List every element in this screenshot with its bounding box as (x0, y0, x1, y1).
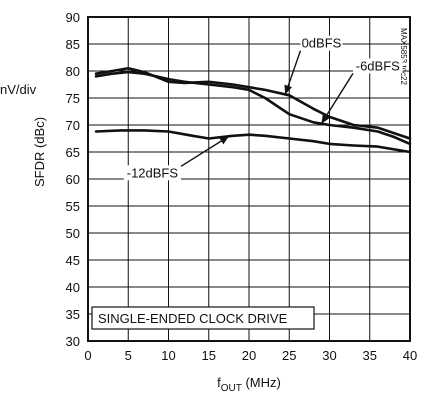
x-tick-label: 10 (161, 348, 175, 363)
x-tick-label: 0 (84, 348, 91, 363)
annotation-leader (320, 73, 354, 125)
annotation-arrowhead (321, 113, 330, 124)
annotation-label: -12dBFS (127, 165, 179, 180)
y-tick-label: 80 (66, 64, 80, 79)
condition-box: SINGLE-ENDED CLOCK DRIVE (91, 306, 315, 330)
annotation-leader (180, 135, 230, 167)
annotation-label: -6dBFS (356, 58, 400, 73)
x-axis-label-unit: (MHz) (242, 375, 281, 390)
y-tick-label: 30 (66, 334, 80, 349)
y-tick-label: 55 (66, 199, 80, 214)
y-tick-label: 65 (66, 145, 80, 160)
y-tick-label: 50 (66, 226, 80, 241)
y-tick-label: 60 (66, 172, 80, 187)
annotation-arrowhead (284, 84, 292, 95)
y-tick-label: 75 (66, 91, 80, 106)
axis-scale-fragment: nV/div (0, 82, 37, 97)
x-axis-label-subscript: OUT (221, 383, 242, 394)
series-line-minus-6dbfs (94, 70, 412, 146)
y-tick-label: 85 (66, 37, 80, 52)
annotation-arrowhead (219, 136, 229, 145)
annotations: 0dBFS -6dBFS -12dBFS (123, 35, 403, 181)
x-tick-label: 15 (202, 348, 216, 363)
annotation-background (353, 58, 403, 74)
y-tick-label: 40 (66, 280, 80, 295)
y-tick-label: 35 (66, 307, 80, 322)
x-tick-label: 30 (322, 348, 336, 363)
plot-frame (87, 16, 411, 342)
x-axis-label-f: f (217, 375, 221, 390)
x-tick-label: 5 (125, 348, 132, 363)
y-tick-label: 70 (66, 118, 80, 133)
series-line-0dbfs (94, 67, 412, 140)
y-tick-labels: 30 35 40 45 50 55 60 65 70 75 80 85 90 (66, 10, 80, 349)
series-group (94, 67, 412, 154)
annotation-label: 0dBFS (302, 36, 342, 51)
x-tick-label: 40 (403, 348, 417, 363)
condition-label: SINGLE-ENDED CLOCK DRIVE (98, 311, 288, 326)
y-tick-label: 90 (66, 10, 80, 25)
condition-box-background (91, 306, 315, 330)
x-tick-label: 35 (363, 348, 377, 363)
annotation-background (123, 165, 181, 181)
y-axis-label: SFDR (dBc) (32, 117, 47, 187)
x-tick-label: 25 (282, 348, 296, 363)
x-tick-labels: 0 5 10 15 20 25 30 35 40 (84, 348, 417, 363)
x-axis-label: fOUT (MHz) (217, 375, 281, 394)
y-tick-label: 45 (66, 253, 80, 268)
x-tick-label: 20 (242, 348, 256, 363)
series-line-minus-12dbfs (94, 129, 412, 154)
annotation-background (300, 35, 343, 51)
